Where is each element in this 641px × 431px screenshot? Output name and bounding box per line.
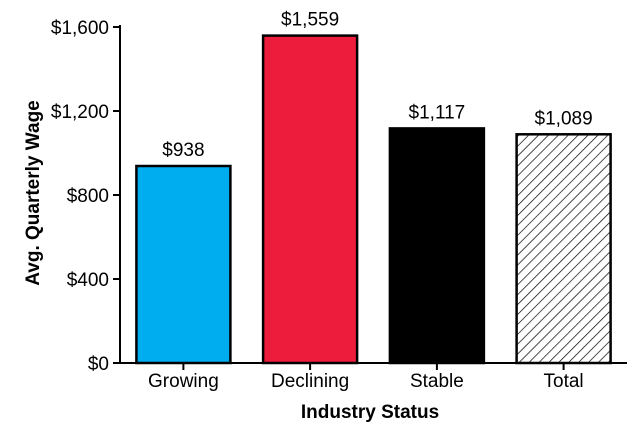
x-tick-label-total: Total [544, 371, 584, 392]
data-label-total: $1,089 [535, 108, 593, 129]
labels-layer: $938 Growing $1,559 Declining $1,117 Stable $1… [51, 10, 593, 392]
y-tick-label: $0 [88, 354, 109, 375]
bar-stable [388, 127, 486, 365]
y-axis-title: Avg. Quarterly Wage [23, 100, 44, 285]
bar-total [515, 133, 612, 365]
y-tick-label: $1,600 [51, 18, 109, 39]
x-tick-label-declining: Declining [271, 371, 349, 392]
y-tick-label: $400 [67, 270, 109, 291]
y-tick-label: $1,200 [51, 102, 109, 123]
y-tick-label: $800 [67, 186, 109, 207]
x-tick-label-stable: Stable [410, 371, 464, 392]
data-label-stable: $1,117 [409, 102, 466, 123]
x-axis-title: Industry Status [301, 402, 439, 423]
bars-layer [135, 34, 612, 365]
bar-declining [261, 34, 359, 365]
bar-growing [135, 164, 232, 365]
data-label-declining: $1,559 [281, 10, 339, 31]
x-tick-label-growing: Growing [148, 371, 219, 392]
data-label-growing: $938 [162, 140, 204, 161]
axes-layer [113, 25, 627, 370]
